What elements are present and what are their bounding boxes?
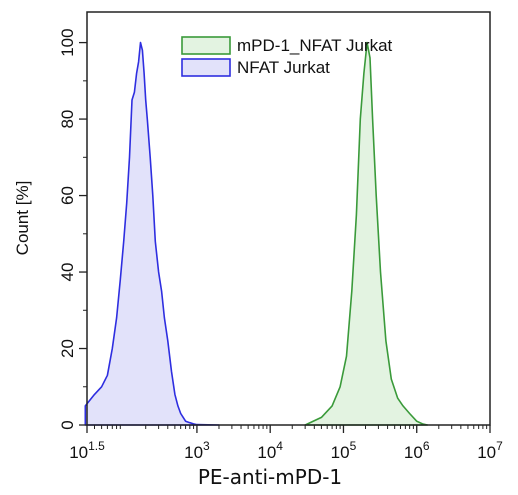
x-tick-label: 101.5 [69,439,105,462]
series-area-2 [84,41,220,426]
legend-label: NFAT Jurkat [237,58,330,77]
plot-area-frame [86,11,491,426]
y-tick-label: 0 [58,420,77,429]
y-tick-label: 60 [58,186,77,205]
x-axis-title: PE-anti-mPD-1 [198,465,342,489]
x-axis: 101.5 103 104 105 106 107 [69,425,503,462]
plot-series-layer [84,41,429,426]
y-tick-label: 40 [58,263,77,282]
legend-swatch [181,36,231,55]
y-axis-title: Count [%] [13,181,32,256]
x-tick-label: 104 [257,439,283,462]
legend-label: mPD-1_NFAT Jurkat [237,36,393,55]
x-tick-label: 103 [184,439,210,462]
x-tick-label: 105 [331,439,357,462]
legend-swatch [181,58,231,77]
y-tick-label: 20 [58,339,77,358]
x-tick-label: 107 [477,439,503,462]
y-tick-label: 80 [58,110,77,129]
y-tick-label: 100 [58,28,77,56]
y-axis: 0 20 40 60 80 100 [58,28,87,430]
x-tick-label: 106 [404,439,430,462]
series-area-1 [304,41,429,426]
legend: mPD-1_NFAT Jurkat NFAT Jurkat [181,36,393,77]
